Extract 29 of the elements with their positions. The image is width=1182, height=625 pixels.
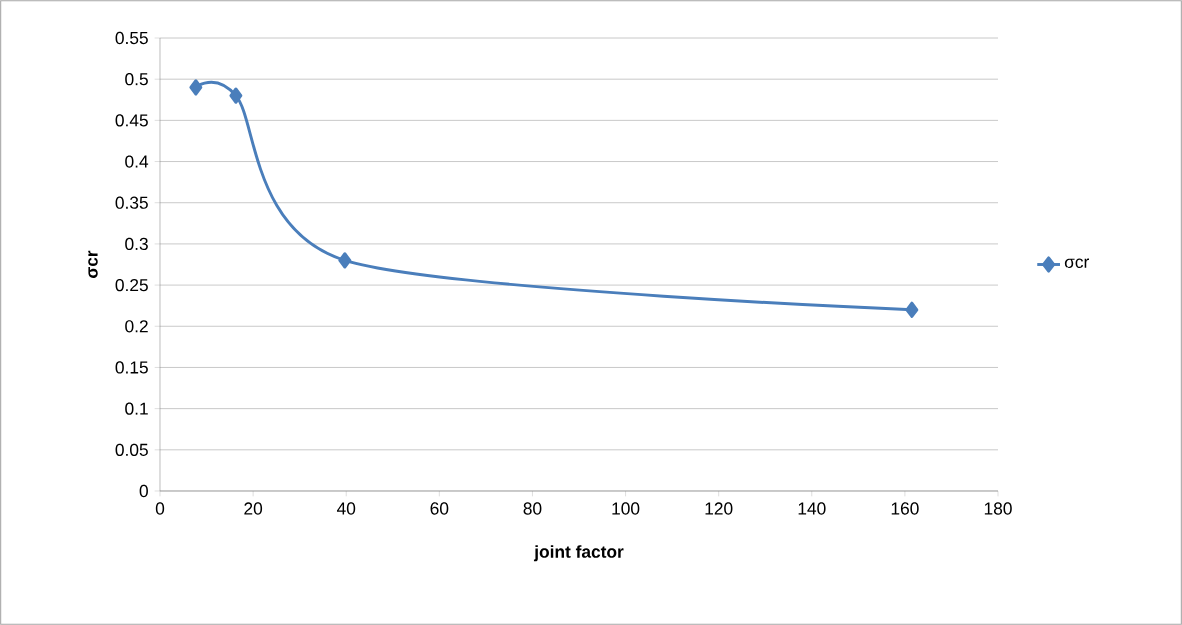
x-tick-label: 100 <box>612 502 640 515</box>
x-tick-label: 20 <box>244 502 263 515</box>
point <box>189 79 203 96</box>
x-tick-label: 160 <box>891 502 919 515</box>
y-tick-label: 0.15 <box>115 361 148 374</box>
y-axis-title: σcr <box>88 250 98 278</box>
x-tick-label: 0 <box>155 502 165 515</box>
y-tick-label: 0.05 <box>115 443 148 456</box>
y-tick-label: 0.5 <box>125 73 148 86</box>
point <box>905 301 919 318</box>
y-tick-label: 0.3 <box>125 237 148 251</box>
y-tick-label: 0.4 <box>125 155 149 168</box>
x-tick-label: 180 <box>984 502 1012 515</box>
x-tick-label: 120 <box>705 502 733 515</box>
x-tick-label: 140 <box>798 502 826 515</box>
y-tick-label: 0.55 <box>115 31 148 45</box>
x-tick-label: 80 <box>523 502 542 515</box>
y-tick-label: 0.25 <box>115 278 148 292</box>
point <box>338 252 352 269</box>
legend-label: σcr <box>1064 258 1089 269</box>
y-tick-label: 0.35 <box>115 196 148 209</box>
point <box>229 87 243 104</box>
y-tick-label: 0.45 <box>115 114 148 127</box>
y-tick-label: 0.1 <box>125 402 148 415</box>
y-tick-label: 0.2 <box>125 320 148 333</box>
x-tick-label: 40 <box>336 502 356 515</box>
x-tick-label: 60 <box>430 502 449 515</box>
y-tick-label: 0 <box>139 484 148 498</box>
x-axis-title: joint factor <box>533 545 624 562</box>
